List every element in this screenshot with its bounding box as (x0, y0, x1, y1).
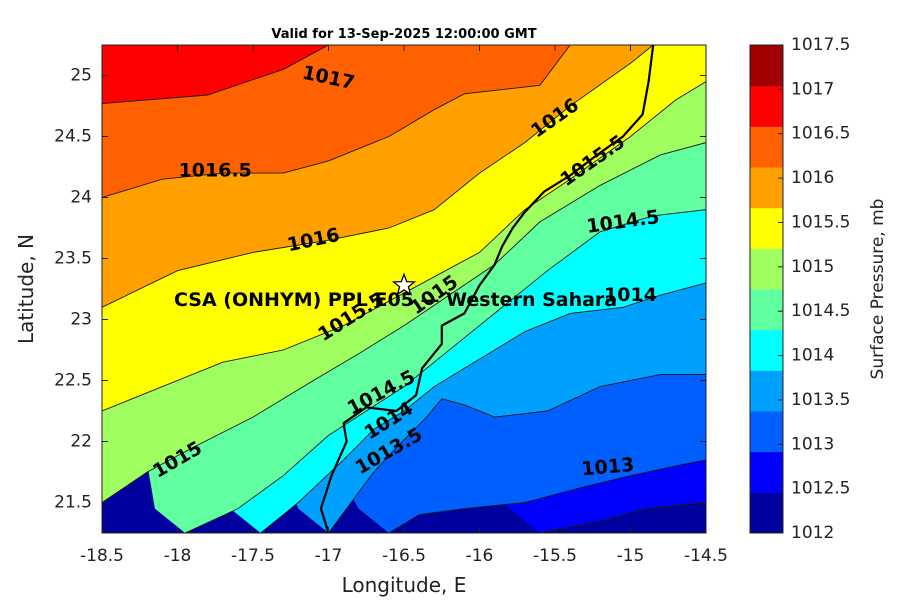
colorbar (749, 44, 784, 534)
colorbar-tick-label: 1012.5 (791, 479, 850, 499)
y-axis: 21.5 22 22.5 23 23.5 24 24.5 25 (54, 66, 706, 513)
colorbar-tick-label: 1017 (791, 79, 834, 99)
contour-label: 1013 (581, 454, 636, 481)
colorbar-swatch (750, 329, 783, 371)
colorbar-swatch (750, 167, 783, 209)
contour-line-1013.5 (328, 373, 706, 533)
colorbar-tick-label: 1012 (791, 523, 834, 543)
y-axis-label: Latitude, N (14, 234, 38, 344)
contour-line-1016.5 (102, 45, 571, 198)
colorbar-tick-label: 1013.5 (791, 390, 850, 410)
colorbar-swatch (750, 451, 783, 493)
x-axis-label: Longitude, E (342, 573, 467, 597)
colorbar-swatch (750, 207, 783, 249)
x-tick-label: -15.5 (533, 546, 577, 566)
colorbar-swatch (750, 411, 783, 453)
colorbar-swatch (750, 248, 783, 290)
colorbar-swatch (750, 370, 783, 412)
colorbar-swatch (750, 126, 783, 168)
x-axis: -18.5 -18 -17.5 -17 -16.5 -16 -15.5 -15 -14.5 (80, 45, 728, 566)
colorbar-tick-label: 1016 (791, 168, 834, 188)
colorbar-frame (749, 44, 784, 534)
colorbar-tick-label: 1015 (791, 257, 834, 277)
y-tick-label: 21.5 (54, 493, 92, 513)
y-tick-label: 22.5 (54, 371, 92, 391)
y-tick-label: 22 (70, 432, 92, 452)
y-tick-label: 24 (70, 188, 92, 208)
colorbar-ticks: 1012 1012.5 1013 1013.5 1014 1014.5 1015 1015.5… (778, 35, 850, 543)
x-tick-label: -15 (617, 546, 645, 566)
contour-line-1014.5 (184, 209, 706, 533)
colorbar-swatch (750, 289, 783, 331)
x-tick-label: -18.5 (80, 546, 124, 566)
x-tick-label: -18 (164, 546, 192, 566)
contour-line-1017 (102, 45, 329, 105)
chart-title: Valid for 13-Sep-2025 12:00:00 GMT (271, 27, 536, 42)
y-tick-label: 25 (70, 66, 92, 86)
site-annotation: CSA (ONHYM) PPL E05 — Western Sahara (174, 272, 617, 311)
site-label: CSA (ONHYM) PPL E05 — Western Sahara (174, 289, 617, 311)
x-tick-label: -16.5 (382, 546, 426, 566)
y-tick-label: 23 (70, 310, 92, 330)
x-tick-label: -16 (466, 546, 494, 566)
coastline (319, 45, 655, 533)
colorbar-tick-label: 1013 (791, 434, 834, 454)
band-1017 (102, 45, 329, 104)
contour-line-1014 (260, 282, 706, 533)
contour-line-1016 (102, 45, 654, 308)
y-tick-label: 23.5 (54, 249, 92, 269)
y-tick-label: 24.5 (54, 127, 92, 147)
contour-label: 1014 (604, 284, 657, 306)
colorbar-swatch (750, 45, 783, 87)
colorbar-tick-label: 1014.5 (791, 301, 850, 321)
x-tick-label: -17 (315, 546, 343, 566)
x-tick-label: -14.5 (684, 546, 728, 566)
site-star-marker (391, 272, 417, 296)
colorbar-tick-label: 1015.5 (791, 212, 850, 232)
contour-line-1013 (388, 459, 706, 533)
contour-label: 1016.5 (179, 160, 252, 182)
colorbar-label: Surface Pressure, mb (868, 199, 888, 380)
contour-line-1012.5 (539, 502, 706, 533)
colorbar-tick-label: 1017.5 (791, 35, 850, 55)
colorbar-tick-label: 1016.5 (791, 124, 850, 144)
contour-line-1015 (102, 142, 706, 503)
x-tick-label: -17.5 (231, 546, 275, 566)
contour-line-1015.5 (102, 81, 706, 412)
colorbar-tick-label: 1014 (791, 346, 834, 366)
colorbar-swatch (750, 492, 783, 534)
colorbar-swatch (750, 85, 783, 127)
